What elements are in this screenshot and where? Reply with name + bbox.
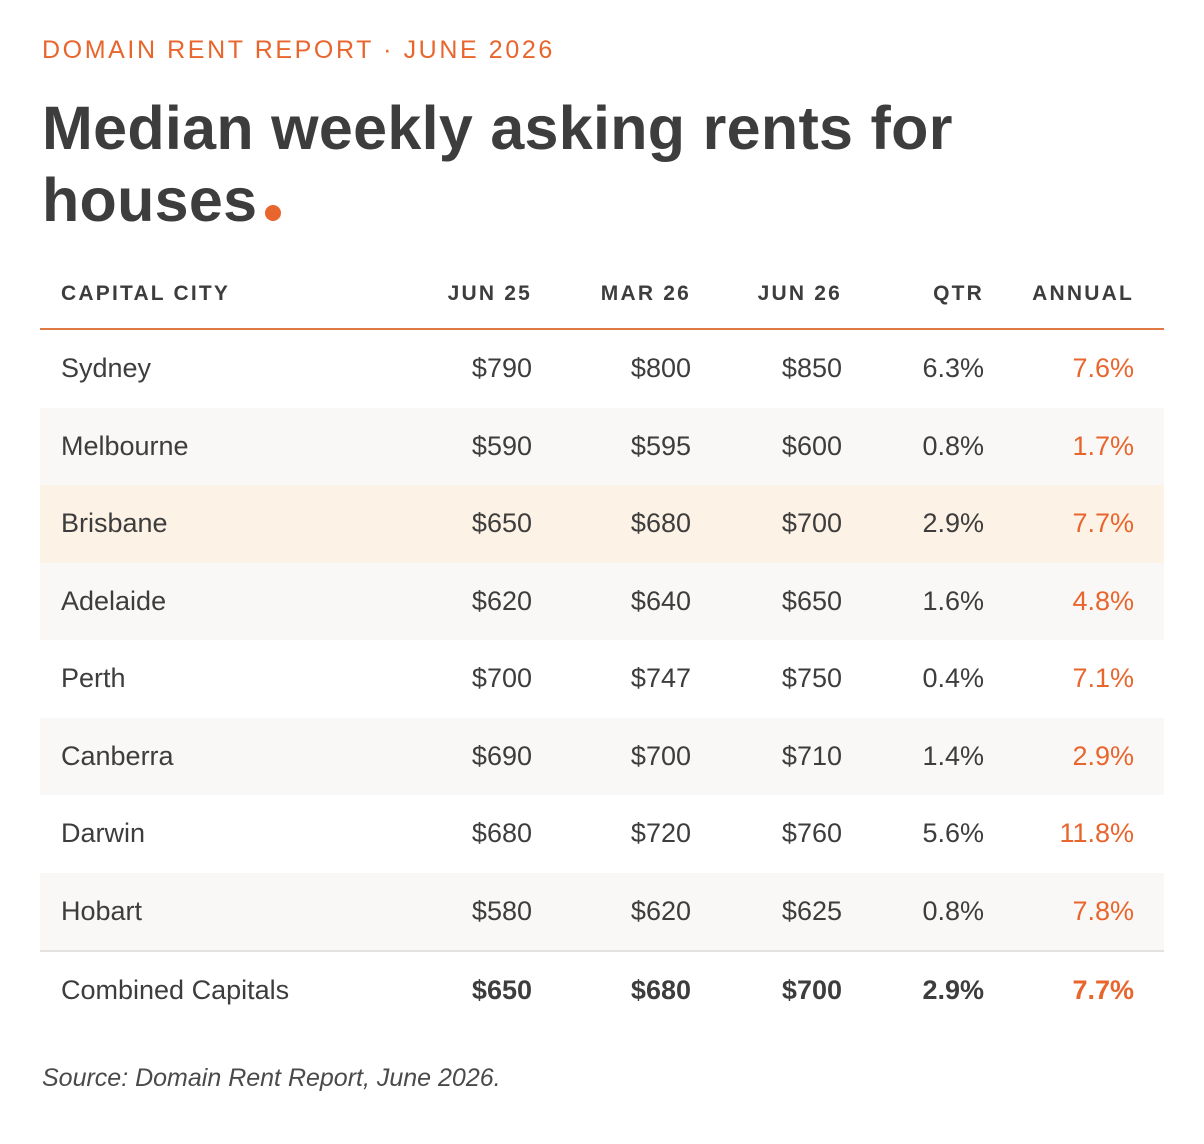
cell-city: Hobart	[61, 895, 143, 926]
cell-annual: 7.7%	[1072, 508, 1134, 539]
table-body: Sydney $790 $800 $850 6.3% 7.6% Melbourne $590 $…	[40, 330, 1164, 950]
total-qtr: 2.9%	[922, 974, 984, 1005]
total-jun25: $650	[471, 974, 532, 1005]
cell-qtr: 0.4%	[922, 663, 984, 694]
cell-qtr: 1.4%	[922, 740, 984, 771]
cell-mar26: $680	[630, 508, 691, 539]
table-row: Canberra $690 $700 $710 1.4% 2.9%	[40, 717, 1164, 795]
cell-qtr: 5.6%	[922, 818, 984, 849]
table-row: Brisbane $650 $680 $700 2.9% 7.7%	[40, 485, 1164, 563]
cell-jun25: $690	[471, 740, 532, 771]
cell-city: Brisbane	[61, 508, 168, 539]
header-capital-city: CAPITAL CITY	[61, 282, 231, 305]
cell-qtr: 0.8%	[922, 895, 984, 926]
cell-jun26: $710	[781, 740, 842, 771]
cell-annual: 4.8%	[1072, 585, 1134, 616]
cell-jun26: $750	[781, 663, 842, 694]
cell-mar26: $620	[630, 895, 691, 926]
table-row: Adelaide $620 $640 $650 1.6% 4.8%	[40, 562, 1164, 640]
cell-jun25: $620	[471, 585, 532, 616]
cell-city: Adelaide	[61, 585, 167, 616]
cell-jun26: $650	[781, 585, 842, 616]
cell-jun26: $760	[781, 818, 842, 849]
cell-jun25: $700	[471, 663, 532, 694]
cell-mar26: $700	[630, 740, 691, 771]
cell-jun25: $680	[471, 818, 532, 849]
cell-mar26: $747	[630, 663, 691, 694]
cell-annual: 7.6%	[1072, 353, 1134, 384]
cell-qtr: 6.3%	[922, 353, 984, 384]
table-row: Darwin $680 $720 $760 5.6% 11.8%	[40, 795, 1164, 873]
cell-jun26: $625	[781, 895, 842, 926]
cell-jun25: $590	[471, 430, 532, 461]
cell-mar26: $800	[630, 353, 691, 384]
cell-jun25: $650	[471, 508, 532, 539]
table-row: Perth $700 $747 $750 0.4% 7.1%	[40, 640, 1164, 718]
cell-annual: 7.1%	[1072, 663, 1134, 694]
cell-qtr: 1.6%	[922, 585, 984, 616]
total-mar26: $680	[630, 974, 691, 1005]
header-annual: ANNUAL	[1032, 282, 1134, 305]
header-jun26: JUN 26	[757, 282, 842, 305]
header-jun25: JUN 25	[447, 282, 532, 305]
table-row: Hobart $580 $620 $625 0.8% 7.8%	[40, 872, 1164, 950]
cell-city: Perth	[61, 663, 126, 694]
cell-jun26: $850	[781, 353, 842, 384]
table-total-row: Combined Capitals $650 $680 $700 2.9% 7.…	[40, 950, 1164, 1028]
cell-annual: 11.8%	[1059, 818, 1134, 849]
total-jun26: $700	[781, 974, 842, 1005]
table-header: CAPITAL CITY JUN 25 MAR 26 JUN 26 QTR AN…	[40, 260, 1164, 330]
header-mar26: MAR 26	[600, 282, 691, 305]
chart-title: Median weekly asking rents for houses	[42, 92, 1162, 236]
cell-city: Melbourne	[61, 430, 189, 461]
cell-annual: 2.9%	[1072, 740, 1134, 771]
header-qtr: QTR	[933, 282, 984, 305]
rent-table: CAPITAL CITY JUN 25 MAR 26 JUN 26 QTR AN…	[40, 260, 1164, 1028]
cell-jun26: $600	[781, 430, 842, 461]
cell-city: Sydney	[61, 353, 152, 384]
cell-mar26: $640	[630, 585, 691, 616]
title-dot-icon	[265, 205, 282, 221]
cell-city: Darwin	[61, 818, 146, 849]
cell-jun25: $580	[471, 895, 532, 926]
cell-jun26: $700	[781, 508, 842, 539]
chart-title-text: Median weekly asking rents for houses	[42, 94, 953, 234]
total-annual: 7.7%	[1072, 974, 1134, 1005]
cell-city: Canberra	[61, 740, 174, 771]
cell-jun25: $790	[471, 353, 532, 384]
report-kicker: DOMAIN RENT REPORT · JUNE 2026	[42, 36, 555, 64]
source-note: Source: Domain Rent Report, June 2026.	[42, 1064, 501, 1092]
cell-mar26: $595	[630, 430, 691, 461]
cell-qtr: 2.9%	[922, 508, 984, 539]
cell-annual: 1.7%	[1072, 430, 1134, 461]
table-row: Melbourne $590 $595 $600 0.8% 1.7%	[40, 407, 1164, 485]
cell-mar26: $720	[630, 818, 691, 849]
total-city: Combined Capitals	[61, 974, 290, 1005]
cell-qtr: 0.8%	[922, 430, 984, 461]
table-row: Sydney $790 $800 $850 6.3% 7.6%	[40, 330, 1164, 408]
cell-annual: 7.8%	[1072, 895, 1134, 926]
